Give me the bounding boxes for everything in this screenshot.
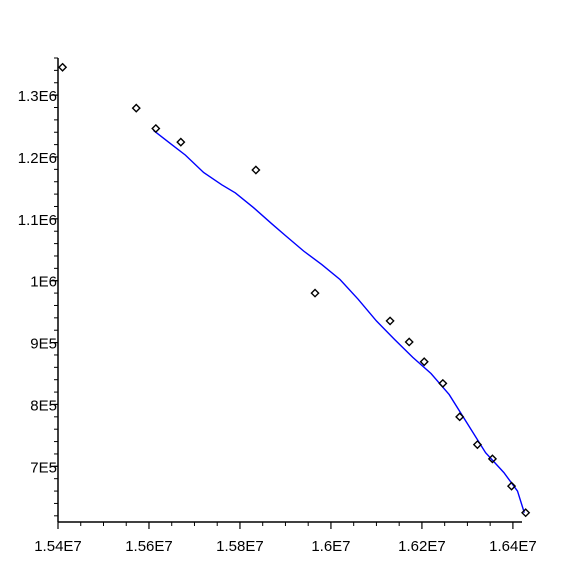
data-point: [151, 123, 161, 134]
y-tick-label: 1E6: [30, 274, 57, 291]
data-point: [176, 137, 186, 147]
data-point: [506, 481, 517, 491]
x-ticks: 1.54E7 1.56E7 1.58E7 1.6E7 1.62E7 1.64E7: [34, 522, 537, 555]
y-ticks: 7E5 8E5 9E5 1E6 1.1E6 1.2E6 1.3E6: [18, 57, 58, 517]
x-tick-label: 1.56E7: [125, 538, 173, 555]
x-tick-label: 1.6E7: [311, 538, 350, 555]
data-point: [310, 288, 320, 298]
y-tick-label: 9E5: [30, 336, 57, 353]
x-tick-label: 1.58E7: [216, 538, 264, 555]
data-point: [385, 316, 395, 326]
data-point: [404, 337, 414, 347]
y-tick-label: 7E5: [30, 459, 57, 476]
data-point: [438, 378, 448, 389]
y-tick-label: 1.1E6: [18, 212, 57, 229]
x-tick-label: 1.62E7: [398, 538, 446, 555]
data-point: [472, 440, 483, 450]
data-point: [131, 103, 141, 113]
data-point: [521, 508, 531, 518]
data-point: [419, 357, 429, 367]
y-tick-label: 1.3E6: [18, 88, 57, 105]
fit-line: [153, 129, 525, 513]
data-point: [487, 454, 498, 464]
data-point: [57, 62, 68, 72]
x-tick-label: 1.64E7: [489, 538, 537, 555]
y-tick-label: 1.2E6: [18, 150, 57, 167]
data-point: [455, 412, 465, 422]
data-point: [251, 165, 261, 175]
y-tick-label: 8E5: [30, 397, 57, 414]
plot-area: [57, 62, 531, 518]
axes: [57, 58, 522, 523]
x-tick-label: 1.54E7: [34, 538, 82, 555]
